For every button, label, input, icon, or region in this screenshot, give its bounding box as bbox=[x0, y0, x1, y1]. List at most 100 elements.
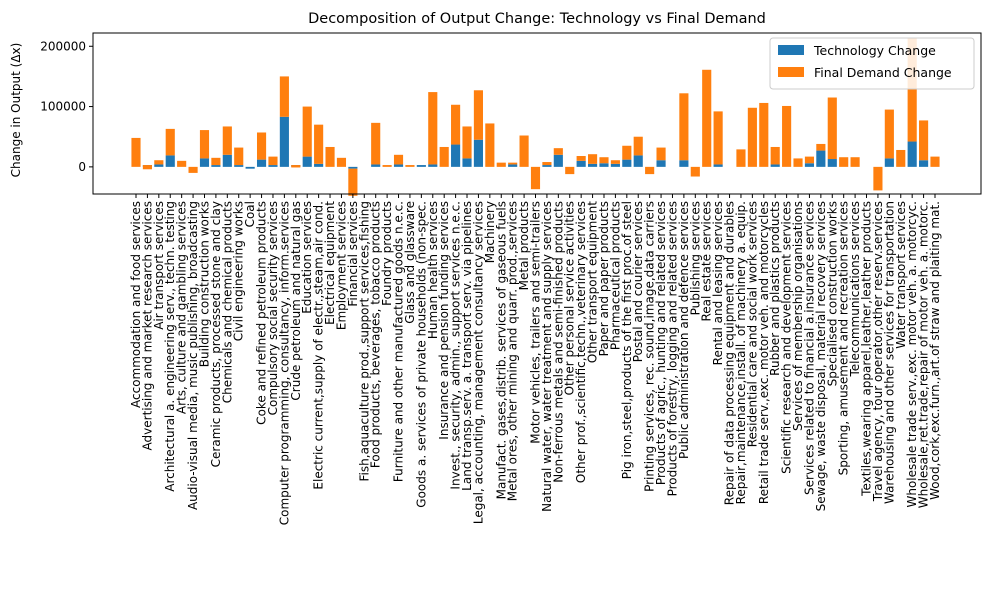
x-tick-label: Furniture and other manufactured goods n… bbox=[392, 201, 406, 482]
x-tick-label: Printing services, rec. sound,image,data… bbox=[643, 201, 657, 492]
bar-final-demand bbox=[496, 162, 506, 167]
bar-technology bbox=[256, 159, 267, 167]
y-axis-label: Change in Output (Δx) bbox=[9, 43, 23, 178]
bar-technology bbox=[816, 150, 826, 167]
x-tick-label: Products of agric., hunting and related … bbox=[654, 201, 668, 485]
bar-final-demand bbox=[793, 158, 803, 167]
bar-final-demand bbox=[428, 92, 438, 165]
bar-final-demand bbox=[633, 136, 643, 156]
x-tick-label: Electrical equipment bbox=[323, 201, 337, 325]
x-tick-label: Telecommunications services bbox=[848, 201, 862, 378]
bar-final-demand bbox=[348, 168, 358, 196]
x-tick-label: Building construction works bbox=[197, 201, 211, 367]
bar-final-demand bbox=[930, 156, 940, 167]
bar-final-demand bbox=[302, 106, 312, 157]
x-tick-label: Motor vehicles, trailers and semi-traile… bbox=[529, 201, 543, 444]
bar-final-demand bbox=[177, 160, 187, 167]
x-tick-label: Sporting, amusement and recreation servi… bbox=[837, 201, 851, 475]
x-tick-label: Services related to financial a.insuranc… bbox=[802, 201, 816, 495]
legend-swatch-final-demand bbox=[778, 67, 804, 77]
x-tick-label: Civil engineering works bbox=[232, 201, 246, 341]
bar-final-demand bbox=[542, 162, 552, 166]
bar-final-demand bbox=[747, 107, 757, 167]
bar-technology bbox=[302, 156, 312, 167]
x-tick-label: Natural water, water treatment and suppl… bbox=[540, 201, 554, 512]
x-tick-label: Retail trade serv.,exc. motor veh. and m… bbox=[757, 201, 771, 504]
x-tick-label: Goods a. services of private households … bbox=[414, 201, 428, 508]
chart-title: Decomposition of Output Change: Technolo… bbox=[308, 11, 766, 27]
x-tick-label: Sewage, waste disposal, material recover… bbox=[814, 201, 828, 511]
bar-final-demand bbox=[519, 135, 529, 167]
x-tick-label: Postal and courier services bbox=[631, 201, 645, 362]
bar-technology bbox=[416, 165, 426, 167]
legend-box bbox=[769, 37, 975, 90]
bar-technology bbox=[884, 158, 894, 167]
bar-technology bbox=[610, 163, 620, 167]
bar-final-demand bbox=[565, 166, 575, 175]
bar-final-demand bbox=[804, 156, 815, 164]
bar-technology bbox=[222, 154, 232, 167]
bar-final-demand bbox=[451, 104, 461, 145]
y-tick-label: 200000 bbox=[40, 39, 86, 53]
bar-final-demand bbox=[736, 149, 746, 167]
bar-final-demand bbox=[439, 146, 449, 167]
x-tick-label: Crude petroleum and natural gas bbox=[289, 201, 303, 401]
x-tick-label: Publishing services bbox=[688, 201, 702, 315]
bar-technology bbox=[199, 158, 210, 167]
bar-final-demand bbox=[211, 157, 221, 166]
bar-technology bbox=[713, 164, 723, 167]
x-tick-label: Fish,aquaculture prod.,support services,… bbox=[357, 201, 371, 481]
x-tick-label: Air transport services bbox=[152, 201, 166, 330]
x-tick-label: Travel agency, tour operator,other reser… bbox=[871, 201, 885, 502]
bar-final-demand bbox=[393, 154, 404, 165]
x-tick-label: Insurance and pension funding services bbox=[437, 201, 451, 440]
bar-final-demand bbox=[873, 166, 883, 191]
x-tick-label: Metal products bbox=[517, 201, 531, 290]
bar-final-demand bbox=[816, 143, 826, 151]
bar-technology bbox=[371, 164, 381, 167]
x-tick-label: Other transport equipment bbox=[586, 201, 600, 363]
x-tick-label: Public administration and defence servic… bbox=[677, 201, 691, 459]
x-tick-label: Audio-visual media, music publishing, br… bbox=[186, 201, 200, 510]
bar-technology bbox=[576, 160, 586, 167]
bar-final-demand bbox=[473, 90, 483, 140]
x-tick-label: Advertising and market research services bbox=[140, 201, 154, 450]
x-tick-label: Paper and paper products bbox=[597, 201, 611, 356]
bar-final-demand bbox=[405, 165, 415, 167]
x-tick-label: Specialised construction works bbox=[825, 201, 839, 386]
x-tick-label: Electric current,supply of electr.,steam… bbox=[312, 201, 326, 490]
bar-final-demand bbox=[462, 126, 472, 159]
x-tick-label: Ceramic products, processed stone and cl… bbox=[209, 201, 223, 467]
bar-technology bbox=[279, 116, 289, 167]
bar-final-demand bbox=[850, 157, 860, 167]
x-tick-label: Architectural a. engineering serv., tech… bbox=[163, 201, 177, 492]
bar-final-demand bbox=[279, 76, 289, 117]
bar-final-demand bbox=[530, 166, 541, 190]
x-tick-label: Machinery bbox=[483, 201, 497, 263]
bar-final-demand bbox=[827, 97, 837, 160]
bar-final-demand bbox=[131, 137, 141, 167]
bar-technology bbox=[393, 164, 404, 167]
x-tick-label: Food products, beverages, tobacco produc… bbox=[369, 201, 383, 468]
x-tick-label: Repair of data processing equipment and … bbox=[723, 201, 737, 505]
bar-technology bbox=[827, 159, 837, 167]
bar-technology bbox=[622, 159, 632, 167]
x-tick-label: Employment services bbox=[334, 201, 348, 330]
bar-final-demand bbox=[782, 105, 792, 167]
bar-technology bbox=[211, 165, 221, 167]
bar-final-demand bbox=[702, 69, 712, 167]
x-tick-label: Glass and glassware bbox=[403, 201, 417, 324]
y-axis: 0 100000 200000 bbox=[40, 39, 93, 174]
bar-final-demand bbox=[291, 165, 301, 168]
bars-group bbox=[131, 38, 940, 196]
bar-final-demand bbox=[713, 111, 723, 165]
x-tick-label: Scientific research and development serv… bbox=[780, 201, 794, 474]
x-tick-label: Non-ferrous metals and semi-finished pro… bbox=[551, 201, 565, 483]
bar-final-demand bbox=[314, 124, 324, 164]
bar-final-demand bbox=[234, 147, 244, 166]
bar-technology bbox=[553, 154, 563, 167]
bar-technology bbox=[508, 164, 518, 167]
x-tick-label: Computer programming, consultancy, infor… bbox=[277, 201, 291, 525]
